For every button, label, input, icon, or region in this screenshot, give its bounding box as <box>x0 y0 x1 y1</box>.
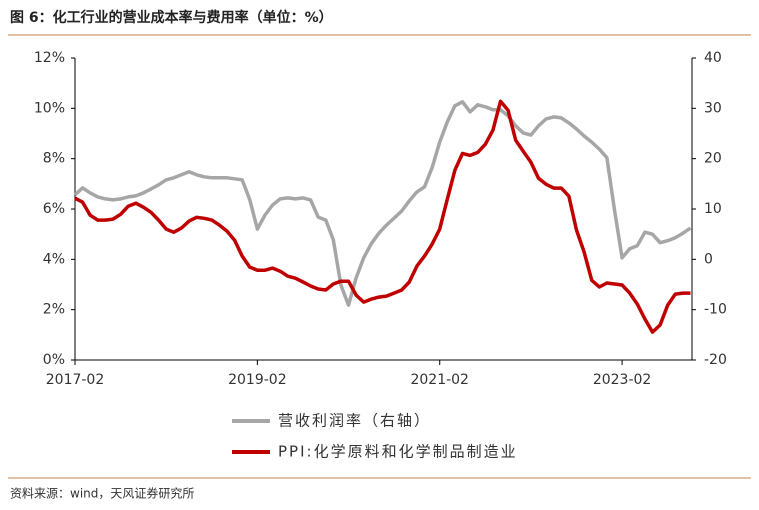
series-line <box>74 99 691 334</box>
legend-label: 营收利润率（右轴） <box>278 412 431 430</box>
source-note: 资料来源：wind，天风证券研究所 <box>10 486 194 501</box>
y2-tick-label: 10 <box>704 201 722 217</box>
legend-label: PPI:化学原料和化学制品制造业 <box>278 443 518 461</box>
y-tick-label: 0% <box>43 352 65 368</box>
y2-tick-label: -20 <box>704 352 727 368</box>
chart-title: 图 6：化工行业的营业成本率与费用率（单位：%） <box>10 9 333 26</box>
y-tick-label: 8% <box>43 151 65 167</box>
y2-tick-label: -10 <box>704 302 727 318</box>
y-tick-label: 4% <box>43 251 65 267</box>
y-tick-label: 10% <box>34 100 65 116</box>
x-tick-label: 2019-02 <box>228 372 287 388</box>
series-line <box>73 100 692 307</box>
y2-tick-label: 20 <box>704 151 722 167</box>
y2-tick-label: 0 <box>704 251 713 267</box>
y2-tick-label: 30 <box>704 100 722 116</box>
y-tick-label: 12% <box>34 50 65 66</box>
x-tick-label: 2023-02 <box>593 372 652 388</box>
x-tick-label: 2017-02 <box>46 372 105 388</box>
y-tick-label: 2% <box>43 302 65 318</box>
y-tick-label: 6% <box>43 201 65 217</box>
y2-tick-label: 40 <box>704 50 722 66</box>
x-tick-label: 2021-02 <box>410 372 469 388</box>
